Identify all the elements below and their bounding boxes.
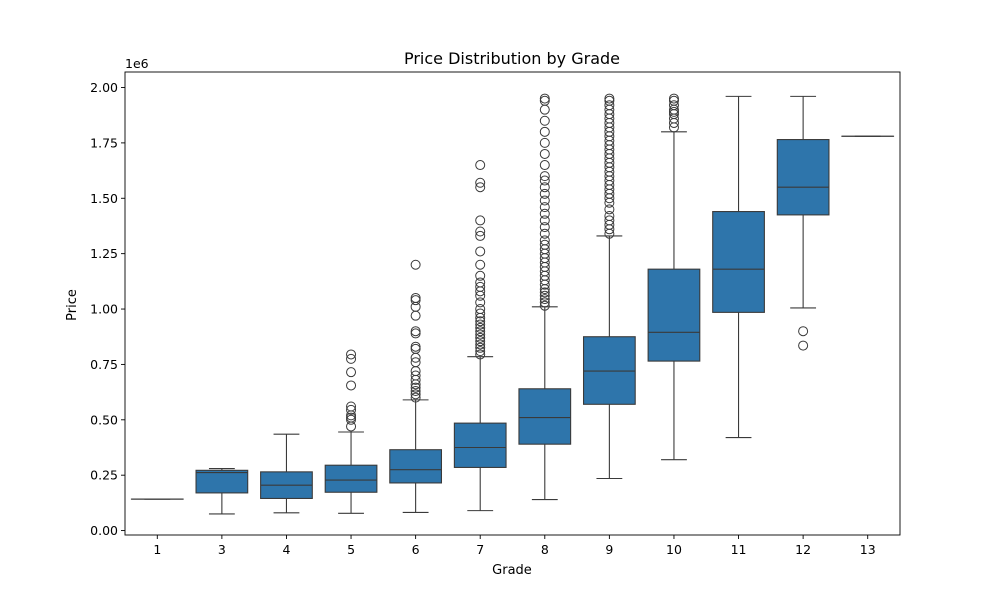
y-offset-label: 1e6 (125, 56, 149, 71)
outlier-point (411, 293, 420, 302)
outlier-point (411, 327, 420, 336)
x-tick-label: 11 (731, 542, 747, 557)
outlier-point (411, 329, 420, 338)
x-tick-label: 4 (282, 542, 290, 557)
y-tick-label: 0.00 (90, 523, 118, 538)
x-tick-label: 3 (218, 542, 226, 557)
x-tick-label: 7 (476, 542, 484, 557)
outlier-point (540, 94, 549, 103)
y-tick-label: 0.75 (90, 357, 118, 372)
outlier-point (347, 381, 356, 390)
box-grade-3 (196, 470, 248, 493)
x-tick-label: 6 (412, 542, 420, 557)
y-tick-label: 1.75 (90, 135, 118, 150)
outlier-point (411, 260, 420, 269)
box-grade-11 (713, 212, 765, 313)
outlier-point (476, 161, 485, 170)
outlier-point (540, 116, 549, 125)
box-grade-9 (584, 337, 636, 405)
y-tick-label: 2.00 (90, 80, 118, 95)
outlier-point (540, 149, 549, 158)
box-grade-12 (777, 140, 829, 215)
x-axis-label: Grade (492, 563, 532, 578)
x-tick-label: 9 (605, 542, 613, 557)
chart-title: Price Distribution by Grade (404, 49, 620, 68)
outlier-point (476, 216, 485, 225)
box-grade-10 (648, 269, 700, 361)
y-tick-label: 0.50 (90, 412, 118, 427)
outlier-point (347, 368, 356, 377)
y-tick-label: 1.50 (90, 191, 118, 206)
y-tick-label: 0.25 (90, 468, 118, 483)
box-grade-5 (325, 465, 377, 492)
y-axis-label: Price (65, 289, 80, 321)
outlier-point (476, 260, 485, 269)
outlier-point (540, 138, 549, 147)
outlier-point (411, 311, 420, 320)
box-grade-8 (519, 389, 571, 444)
x-tick-label: 1 (153, 542, 161, 557)
outlier-point (799, 341, 808, 350)
x-tick-label: 12 (795, 542, 811, 557)
outlier-point (411, 344, 420, 353)
x-tick-label: 5 (347, 542, 355, 557)
box-grade-7 (454, 423, 506, 467)
x-tick-label: 8 (541, 542, 549, 557)
y-tick-label: 1.00 (90, 302, 118, 317)
y-tick-label: 1.25 (90, 246, 118, 261)
outlier-point (540, 96, 549, 105)
box-grade-6 (390, 450, 442, 483)
x-tick-label: 13 (860, 542, 876, 557)
outlier-point (476, 271, 485, 280)
outlier-point (540, 161, 549, 170)
outlier-point (799, 327, 808, 336)
outlier-point (669, 94, 678, 103)
x-tick-label: 10 (666, 542, 682, 557)
outlier-point (411, 342, 420, 351)
outlier-point (605, 94, 614, 103)
outlier-point (476, 247, 485, 256)
outlier-point (540, 127, 549, 136)
outlier-point (411, 296, 420, 305)
outlier-point (540, 105, 549, 114)
